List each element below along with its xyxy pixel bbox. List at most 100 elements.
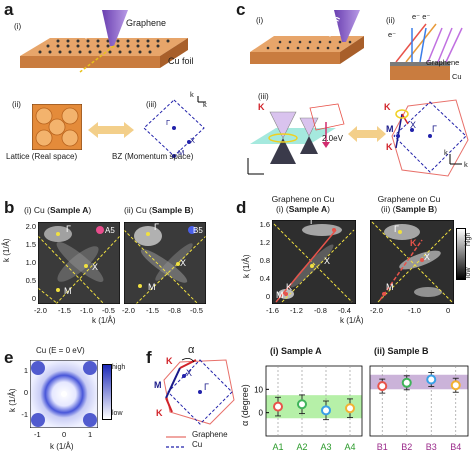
y-tick-label: 10: [254, 385, 263, 394]
double-arrow-c: [348, 126, 386, 142]
category-label: A4: [344, 442, 355, 452]
category-label: A3: [320, 442, 331, 452]
panel-d-ii-map: [370, 220, 454, 304]
xtick: -2.0: [370, 306, 383, 315]
ytick: 0: [31, 294, 36, 303]
ytick: 0.4: [259, 274, 270, 283]
panel-b-i-x: X: [92, 262, 99, 272]
panel-a-iii-label: (iii): [146, 100, 157, 109]
xtick: -1: [34, 430, 41, 439]
panel-b-ii-x: X: [180, 258, 187, 268]
panel-b-ii-gamma: Γ: [154, 222, 159, 232]
panel-d-i-gamma: Γ: [310, 216, 315, 226]
chart-b: B1 B2 B3 B4: [369, 365, 469, 452]
panel-f-legend-lines: [166, 436, 186, 448]
panel-e-ylabel: k (1/Å): [8, 388, 17, 412]
panel-b-ii-map: [124, 222, 206, 304]
panel-f-label: f: [146, 348, 152, 367]
panel-e-yticks: 1 0 -1: [18, 360, 28, 432]
ytick: 1.6: [259, 220, 270, 229]
panel-b-i-map: [38, 222, 120, 304]
panel-e-colorbar: [102, 364, 112, 420]
ytick: -1: [21, 410, 28, 419]
panel-c-e-left: e⁻: [388, 30, 397, 39]
graphene-label: Graphene: [126, 18, 167, 28]
panel-d-ii-title: Graphene on Cu (ii) (Sample B): [377, 194, 441, 214]
badge-a5: A5: [105, 226, 115, 235]
ytick: 1: [23, 366, 28, 375]
panel-e-low: low: [112, 410, 123, 417]
panel-c-bz-k2: K: [386, 142, 393, 152]
panel-c-cu: Cu: [452, 72, 462, 81]
panel-c-bz-x: X: [410, 120, 417, 130]
xtick: -0.8: [168, 306, 181, 315]
xtick: -1.5: [58, 306, 71, 315]
xtick: -0.5: [190, 306, 203, 315]
xtick: -0.8: [314, 306, 327, 315]
panel-c-bz-k: K: [384, 102, 391, 112]
panel-c-bz-gamma: Γ: [432, 124, 437, 134]
panel-d-cbar-high: high: [465, 232, 472, 246]
cu-foil-top: [20, 38, 188, 56]
panel-c-i-label: (i): [256, 16, 264, 25]
category-label: B1: [377, 442, 388, 452]
category-label: A1: [272, 442, 283, 452]
data-point: [345, 403, 355, 414]
panel-c-bz-overlay: [391, 99, 469, 177]
panel-c-dirac-cone: [247, 103, 345, 175]
graphene-dots: [38, 39, 170, 54]
panel-b-i-m: M: [64, 286, 72, 296]
panel-c-label: c: [236, 0, 246, 19]
panel-b-xlabel: k (1/Å): [92, 316, 116, 325]
zoom-arrow-line: [79, 45, 115, 73]
panel-d-ii-k: K: [410, 238, 417, 248]
xtick: -1.0: [80, 306, 93, 315]
plot-frame: [369, 365, 469, 437]
panel-f-legend-graphene: Graphene: [192, 430, 228, 439]
panel-c-photoemission-diagram: [390, 23, 463, 80]
panel-d-i-x: X: [324, 256, 331, 266]
chart-b-title: (ii) Sample B: [374, 346, 429, 356]
ytick: 1.5: [25, 240, 36, 249]
panel-c-bz-m: M: [386, 124, 394, 134]
panel-d-ii-m: M: [386, 282, 394, 292]
beam-cone: [102, 10, 128, 46]
ytick: 1.2: [259, 238, 270, 247]
panel-f-k2: K: [156, 408, 163, 418]
panel-e-fermi-map: [30, 360, 98, 428]
panel-d-ylabel: k (1/Å): [242, 254, 251, 278]
chart-ylabel: α (degree): [240, 384, 250, 426]
panel-d-xlabel: k (1/Å): [340, 316, 364, 325]
lattice-real-space: [32, 104, 82, 150]
double-arrow-a: [88, 122, 134, 138]
panel-d-ii-gamma: Γ: [394, 224, 399, 234]
panel-d-ii-x: X: [424, 252, 431, 262]
ytick: 1.0: [25, 258, 36, 267]
panel-c-sample-illustration: [250, 10, 364, 64]
angle-charts-svg: 0 10 A1 A2 A3 A4 B1 B2 B3 B4: [254, 365, 469, 452]
category-label: A2: [296, 442, 307, 452]
chart-a: 0 10 A1 A2 A3 A4: [254, 365, 363, 452]
bz-x: X: [190, 136, 196, 145]
panel-a-cufoil-illustration: [20, 10, 188, 73]
data-point: [450, 380, 461, 391]
chart-a-title: (i) Sample A: [270, 346, 322, 356]
xtick: 1: [88, 430, 93, 439]
bz-ky: k: [190, 90, 194, 99]
panel-d-cbar-low: low: [465, 267, 472, 278]
data-point: [401, 377, 412, 388]
panel-d-i-m: M: [276, 290, 284, 300]
y-tick-label: 0: [259, 409, 264, 418]
angle-band: [370, 374, 468, 390]
ytick: 0: [265, 292, 270, 301]
panel-d-yticks: 1.6 1.2 0.8 0.4 0: [254, 220, 270, 304]
panel-b-ii-title: (ii) Cu (Sample B): [124, 205, 194, 215]
xtick: -0.5: [102, 306, 115, 315]
bz-momentum-space: [143, 96, 206, 158]
panel-f-k1: K: [166, 356, 173, 366]
panel-d-colorbar: [456, 228, 466, 280]
panel-f-bz-diagram: [163, 358, 235, 425]
panel-a-label: a: [4, 0, 14, 19]
panel-c-k: K: [258, 102, 265, 112]
cu-foil-side: [160, 38, 188, 68]
